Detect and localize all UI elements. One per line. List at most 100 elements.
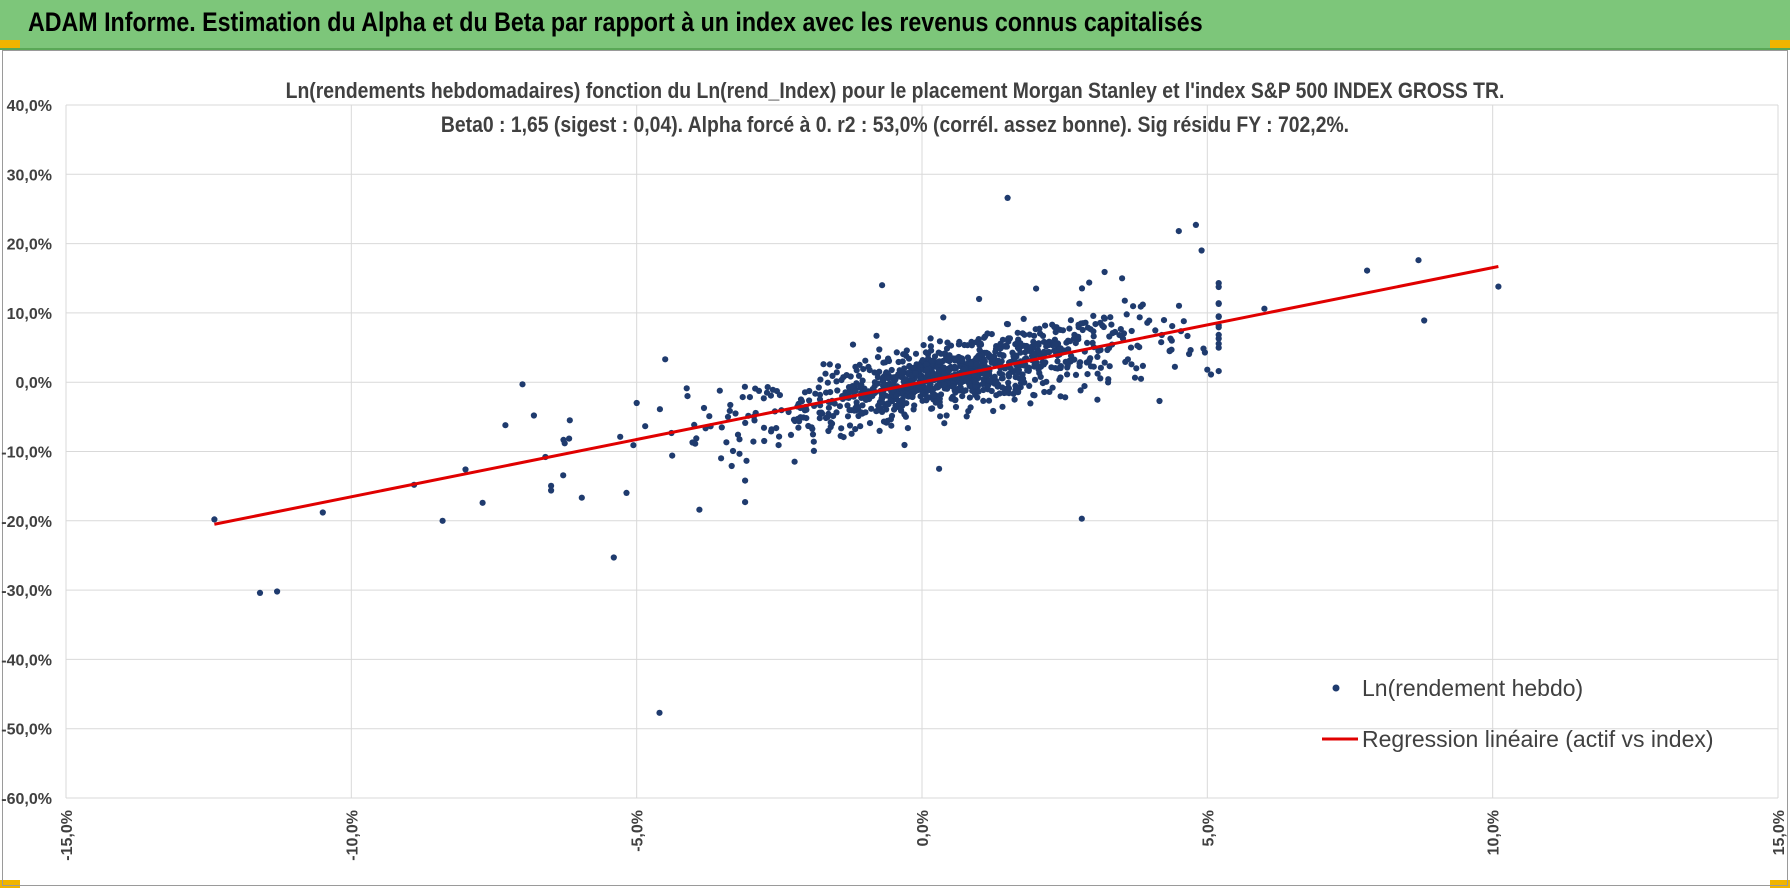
data-point [881,381,888,388]
data-point [988,387,995,395]
data-point [985,397,993,404]
data-point [810,447,818,454]
data-point [1019,330,1026,337]
data-point [806,397,813,404]
data-point [815,384,822,391]
data-point [1099,322,1106,329]
data-point [1175,228,1182,235]
x-tick-label: 15,0% [1771,810,1788,855]
data-point [1078,285,1086,292]
data-point [919,397,926,404]
data-point [274,588,281,595]
data-point [808,424,815,431]
data-point [991,373,998,380]
data-point [891,406,898,413]
data-point [1097,375,1104,382]
data-point [812,390,819,397]
data-point [1077,359,1084,366]
data-point [876,427,883,434]
data-point [1169,323,1176,330]
data-point [1063,339,1070,346]
data-point [834,387,841,394]
data-point [1064,371,1071,378]
data-point [1101,359,1108,366]
data-point [983,372,991,379]
data-point [1035,350,1042,357]
data-point [846,422,854,429]
data-point [937,350,945,357]
data-point [732,410,739,417]
data-point [834,363,842,370]
data-point [1090,312,1097,319]
data-point [940,314,947,321]
data-point [959,393,966,400]
data-point [859,402,866,409]
data-point [696,506,703,513]
data-point [895,358,902,366]
data-point [1026,344,1033,351]
data-point [928,347,935,354]
data-point [1215,313,1222,320]
header-bar: ADAM Informe. Estimation du Alpha et du … [0,0,1790,50]
data-point [880,418,888,425]
data-point [844,413,852,420]
data-point [728,462,735,470]
data-point [684,393,691,400]
data-point [1130,303,1137,310]
data-point [462,466,469,473]
data-point [1040,361,1047,368]
chart-title-line1: Ln(rendements hebdomadaires) fonction du… [285,78,1505,103]
data-point [923,366,930,373]
data-point [548,482,555,489]
data-point [1067,317,1074,324]
data-point [775,442,782,449]
data-point [736,450,743,457]
data-point [1012,374,1019,381]
data-point [1052,329,1059,336]
data-point [1152,327,1159,334]
data-point [941,420,948,427]
data-point [1158,339,1165,346]
data-point [820,361,827,368]
data-point [1089,339,1096,346]
y-tick-label: 0,0% [16,375,52,392]
data-point [981,334,988,341]
data-point [874,374,882,381]
data-point [1015,388,1022,395]
data-point [742,499,749,506]
data-point [936,358,943,365]
data-point [1107,314,1114,321]
data-point [1024,367,1031,374]
x-tick-label: -5,0% [630,810,647,852]
data-point [1077,387,1084,394]
data-point [924,384,932,391]
data-point [977,340,984,347]
data-point [1015,346,1023,353]
data-point [929,405,936,412]
data-point [920,342,927,349]
data-point [868,405,875,412]
data-point [1101,315,1108,322]
y-tick-label: -60,0% [1,791,52,808]
data-point [936,465,943,472]
corner-marker-right [1770,40,1790,48]
data-point [930,390,937,397]
data-point [1261,305,1268,312]
data-point [997,345,1004,352]
data-point [1201,349,1208,356]
data-point [1090,363,1097,370]
data-point [904,425,912,432]
data-point [927,343,935,350]
data-point [951,357,959,364]
data-point [980,386,987,394]
data-point [1215,368,1222,375]
y-tick-label: 30,0% [7,167,52,184]
data-point [439,517,446,524]
data-point [972,378,979,385]
data-point [502,422,509,429]
data-point [858,383,865,390]
data-point [1072,371,1080,378]
data-point [1180,318,1187,325]
data-point [901,441,908,449]
data-point [1004,321,1012,328]
